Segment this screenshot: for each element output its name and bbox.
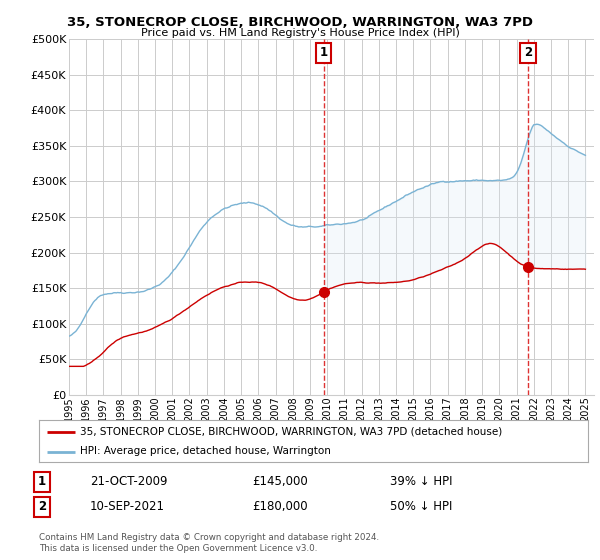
Text: 35, STONECROP CLOSE, BIRCHWOOD, WARRINGTON, WA3 7PD: 35, STONECROP CLOSE, BIRCHWOOD, WARRINGT… — [67, 16, 533, 29]
Text: 1: 1 — [320, 46, 328, 59]
Text: £180,000: £180,000 — [252, 500, 308, 514]
Text: 2: 2 — [38, 500, 46, 514]
Text: 50% ↓ HPI: 50% ↓ HPI — [390, 500, 452, 514]
Text: Price paid vs. HM Land Registry's House Price Index (HPI): Price paid vs. HM Land Registry's House … — [140, 28, 460, 38]
Text: £145,000: £145,000 — [252, 475, 308, 488]
Text: 1: 1 — [38, 475, 46, 488]
Text: 21-OCT-2009: 21-OCT-2009 — [90, 475, 167, 488]
Text: Contains HM Land Registry data © Crown copyright and database right 2024.
This d: Contains HM Land Registry data © Crown c… — [39, 533, 379, 553]
Text: 10-SEP-2021: 10-SEP-2021 — [90, 500, 165, 514]
Text: 39% ↓ HPI: 39% ↓ HPI — [390, 475, 452, 488]
Text: 35, STONECROP CLOSE, BIRCHWOOD, WARRINGTON, WA3 7PD (detached house): 35, STONECROP CLOSE, BIRCHWOOD, WARRINGT… — [80, 427, 502, 437]
Text: 2: 2 — [524, 46, 532, 59]
Text: HPI: Average price, detached house, Warrington: HPI: Average price, detached house, Warr… — [80, 446, 331, 456]
